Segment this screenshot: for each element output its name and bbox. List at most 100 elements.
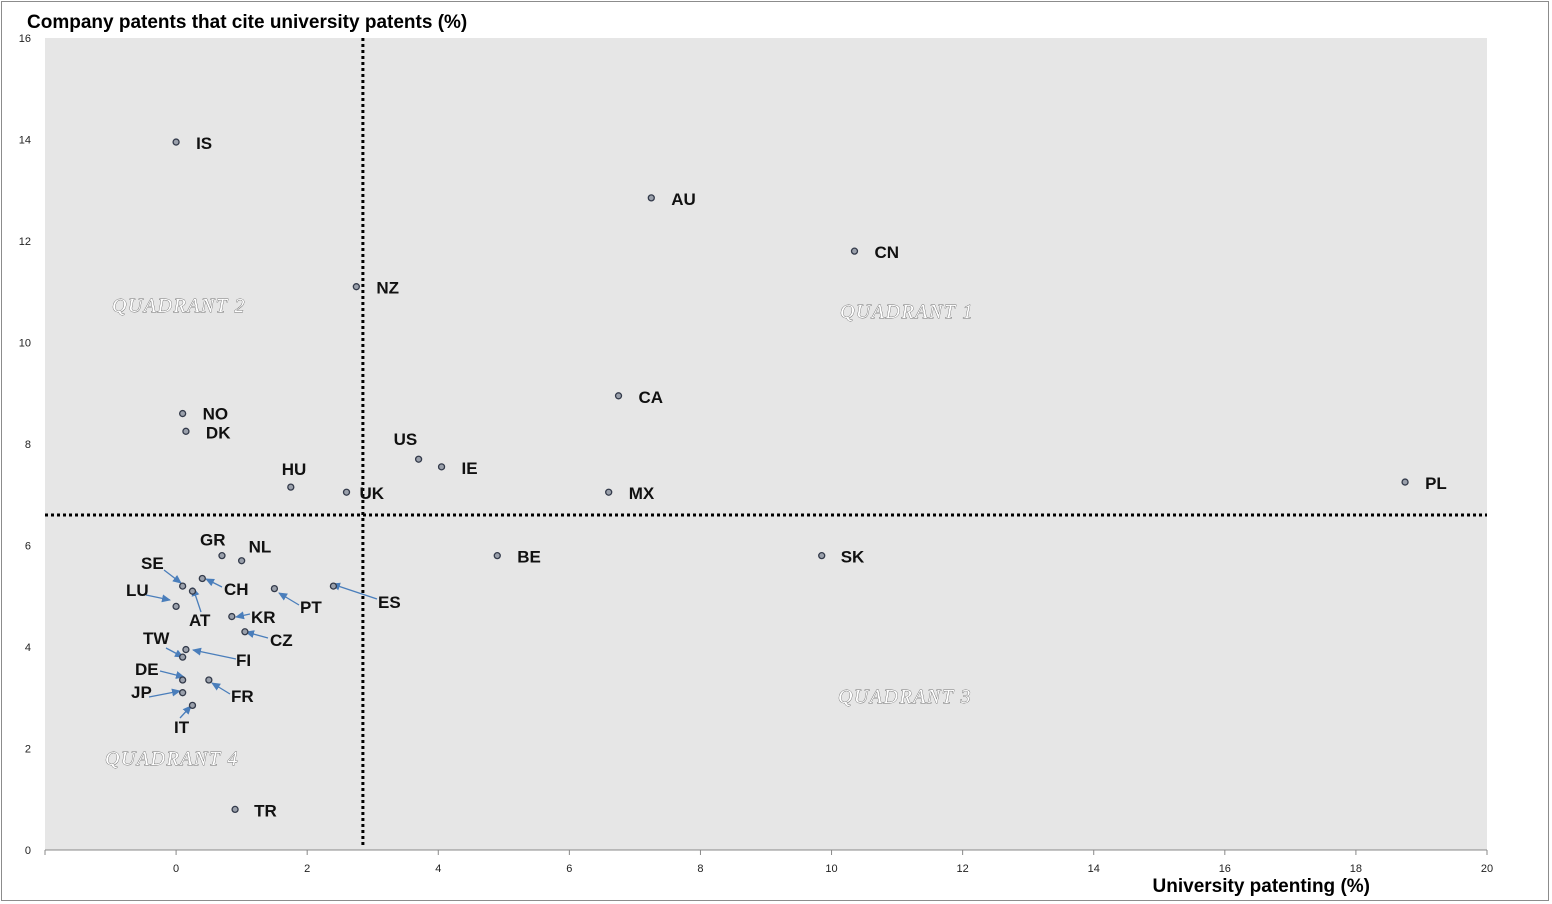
- y-axis-ticks: 0 2 4 6 8 10 12 14 16: [19, 33, 31, 857]
- arrow-de: [159, 670, 185, 679]
- data-point-tw: [178, 653, 187, 661]
- quadrant-2-label: QUADRANT 2: [112, 295, 246, 317]
- x-tick-label: 2: [304, 863, 310, 875]
- data-point-cn: [850, 247, 859, 255]
- arrow-es: [331, 582, 378, 600]
- y-axis-title: Company patents that cite university pat…: [27, 12, 468, 33]
- point-label-de: DE: [135, 660, 159, 679]
- point-label-fi: FI: [236, 651, 251, 670]
- y-tick-label: 14: [19, 135, 31, 147]
- x-tick-label: 16: [1219, 863, 1231, 875]
- data-point-dk: [182, 427, 190, 435]
- data-point-no: [178, 409, 187, 418]
- data-point-jp: [178, 689, 187, 697]
- data-point-pl: [1401, 478, 1409, 486]
- data-point-tr: [231, 805, 239, 814]
- data-point-ie: [437, 463, 446, 471]
- point-label-kr: KR: [251, 608, 276, 627]
- x-tick-label: 0: [173, 863, 179, 875]
- quadrant-1-label: QUADRANT 1: [840, 301, 974, 323]
- data-point-be: [493, 552, 501, 560]
- point-label-sk: SK: [841, 548, 865, 567]
- point-label-jp: JP: [131, 683, 152, 702]
- data-point-au: [647, 194, 655, 202]
- x-tick-label: 14: [1088, 863, 1100, 875]
- point-label-se: SE: [141, 554, 164, 573]
- point-label-dk: DK: [206, 423, 231, 442]
- data-point-hu: [287, 483, 295, 491]
- arrow-cz: [245, 630, 269, 639]
- arrow-ch: [205, 578, 223, 588]
- arrow-jp: [148, 688, 181, 698]
- label-arrows: [145, 569, 378, 719]
- point-label-is: IS: [196, 134, 212, 153]
- data-point-uk: [342, 488, 351, 496]
- point-label-pl: PL: [1425, 474, 1447, 493]
- data-point-mx: [605, 488, 613, 496]
- y-tick-label: 8: [25, 439, 31, 451]
- data-point-gr: [218, 552, 226, 560]
- point-label-at: AT: [189, 611, 211, 630]
- point-label-cn: CN: [874, 243, 899, 262]
- point-label-cz: CZ: [270, 631, 293, 650]
- point-label-ie: IE: [462, 459, 478, 478]
- point-label-be: BE: [517, 548, 541, 567]
- point-label-ch: CH: [224, 580, 249, 599]
- reference-lines: [45, 38, 1487, 848]
- data-point-us: [414, 455, 423, 463]
- arrow-lu: [145, 594, 171, 603]
- point-label-nl: NL: [249, 538, 272, 557]
- data-point-kr: [228, 612, 236, 621]
- data-points: [172, 138, 1409, 814]
- quadrant-3-label: QUADRANT 3: [838, 686, 972, 708]
- point-label-no: NO: [203, 405, 229, 424]
- x-axis-title: University patenting (%): [1152, 876, 1370, 897]
- x-tick-label: 6: [566, 863, 572, 875]
- point-label-it: IT: [174, 718, 190, 737]
- point-label-pt: PT: [300, 598, 322, 617]
- y-tick-label: 10: [19, 338, 31, 350]
- point-label-au: AU: [671, 190, 696, 209]
- quadrant-4-label: QUADRANT 4: [105, 748, 239, 770]
- data-point-nz: [352, 283, 360, 291]
- data-point-it: [188, 701, 197, 710]
- data-point-sk: [818, 552, 826, 560]
- data-point-es: [329, 582, 338, 590]
- data-point-fr: [205, 676, 213, 684]
- quadrant-labels: QUADRANT 1 QUADRANT 2 QUADRANT 3 QUADRANT 4: [105, 295, 974, 771]
- data-point-at: [188, 587, 197, 595]
- arrow-pt: [278, 592, 300, 606]
- data-point-pt: [270, 584, 279, 593]
- x-axis-ticks: 0 2 4 6 8 10 12 14 16 18 20: [44, 850, 1493, 875]
- arrow-fi: [192, 647, 237, 660]
- point-label-us: US: [394, 430, 418, 449]
- arrow-kr: [235, 611, 251, 620]
- y-tick-label: 12: [19, 236, 31, 248]
- point-label-tw: TW: [143, 629, 170, 648]
- x-tick-label: 4: [435, 863, 441, 875]
- x-tick-label: 18: [1350, 863, 1362, 875]
- arrow-fr: [211, 682, 231, 695]
- data-point-ca: [614, 392, 623, 400]
- x-tick-label: 12: [957, 863, 969, 875]
- point-label-tr: TR: [254, 801, 277, 820]
- data-point-fi: [182, 645, 190, 654]
- point-label-uk: UK: [360, 484, 385, 503]
- arrow-it: [179, 705, 192, 719]
- y-tick-label: 2: [25, 744, 31, 756]
- data-point-de: [178, 676, 187, 684]
- point-label-lu: LU: [126, 581, 149, 600]
- point-label-hu: HU: [282, 460, 307, 479]
- point-label-fr: FR: [231, 687, 254, 706]
- data-point-lu: [172, 602, 180, 611]
- x-tick-label: 8: [697, 863, 703, 875]
- x-tick-label: 20: [1481, 863, 1493, 875]
- point-label-ca: CA: [639, 388, 664, 407]
- data-point-se: [178, 582, 187, 590]
- data-point-nl: [237, 557, 246, 565]
- x-tick-label: 10: [825, 863, 837, 875]
- data-point-ch: [198, 574, 206, 583]
